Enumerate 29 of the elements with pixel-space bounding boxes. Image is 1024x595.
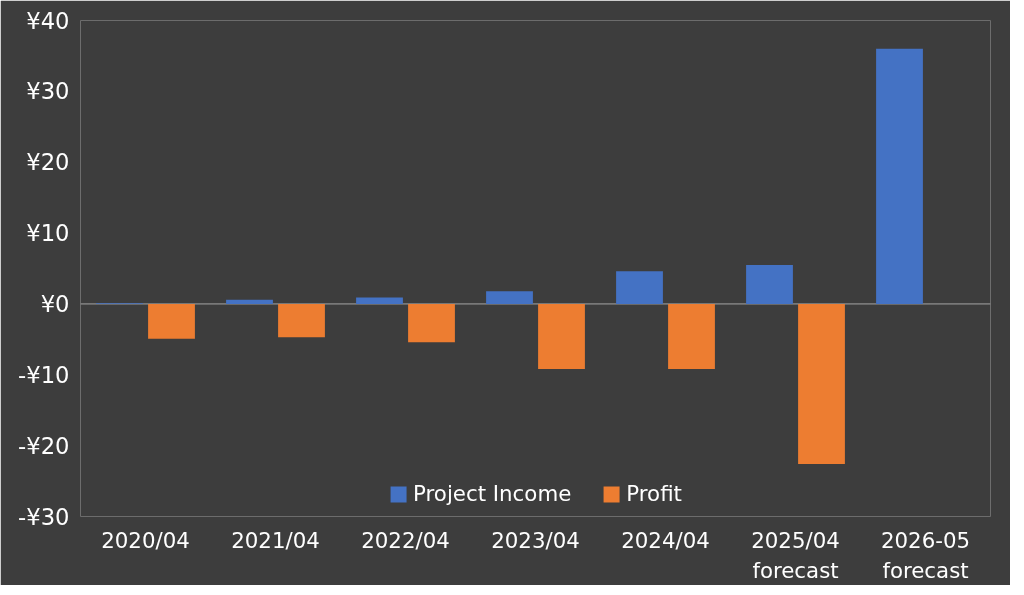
x-tick-label: 2024/04 [621,527,710,553]
y-tick-label: -¥10 [18,361,70,388]
y-tick-label: ¥40 [26,7,70,34]
bar [226,299,273,304]
y-tick-label: ¥30 [26,78,70,105]
y-tick-label: ¥0 [40,290,70,317]
bar [616,271,663,304]
y-tick-label: -¥20 [18,432,70,459]
x-tick-label: 2026-05 forecast [880,527,971,583]
legend-label: Project Income [413,481,572,506]
y-tick-label: -¥30 [18,503,70,530]
legend-label: Profit [626,481,682,506]
bar [876,48,923,304]
bar [408,303,455,343]
bar [356,297,403,304]
bar [746,264,793,304]
bar [798,303,845,465]
y-tick-label: ¥20 [26,149,70,176]
bar [486,291,533,304]
x-tick-label: 2020/04 [101,527,190,553]
x-tick-label: 2025/04 forecast [751,527,840,583]
x-tick-label: 2023/04 [491,527,580,553]
bar [538,303,585,370]
y-tick-label: ¥10 [26,220,70,247]
bar [278,303,325,338]
x-tick-label: 2021/04 [231,527,320,553]
bar [668,303,715,370]
bar [148,303,195,339]
x-tick-label: 2022/04 [361,527,450,553]
